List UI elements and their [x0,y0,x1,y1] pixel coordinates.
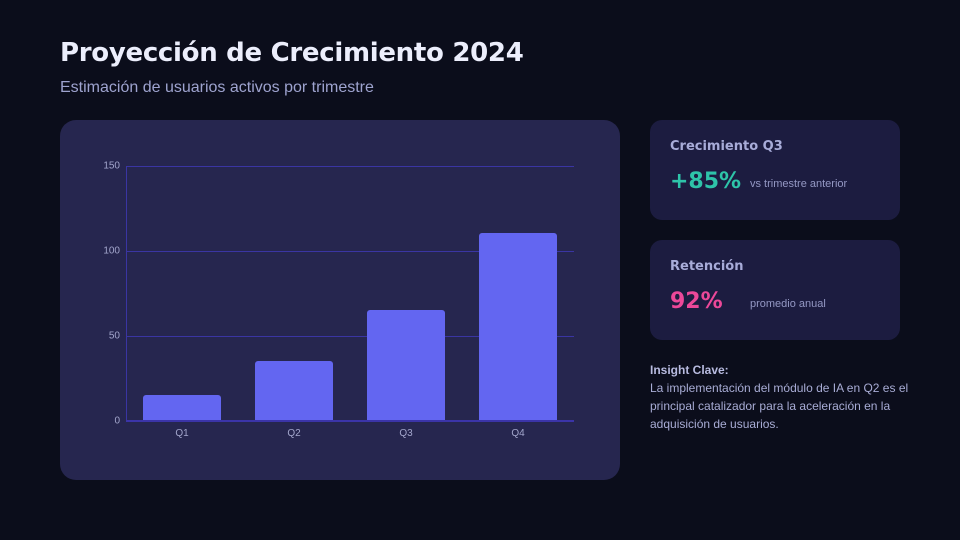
growth-value: +85% [670,169,742,194]
y-tick-label: 0 [114,415,120,427]
x-tick-label: Q3 [399,428,413,439]
bar-chart-card: 150 100 50 0 Q1 Q2 Q3 Q4 [60,120,620,480]
insight-text: La implementación del módulo de IA en Q2… [650,381,909,431]
stat-label: Retención [670,259,744,274]
gridline-150 [126,166,574,167]
stat-note: vs trimestre anterior [750,178,848,190]
x-tick-label: Q2 [287,428,301,439]
x-axis-line [126,420,574,422]
gridline-100 [126,251,574,252]
retention-value: 92% [670,289,723,314]
bar-q1[interactable] [143,394,221,420]
y-tick-label: 100 [103,245,120,257]
stat-note: promedio anual [750,298,826,310]
x-tick-label: Q4 [511,428,525,439]
page-title: Proyección de Crecimiento 2024 [60,38,524,68]
growth-stat-card: Crecimiento Q3 +85% vs trimestre anterio… [650,120,900,220]
bar-q2[interactable] [255,360,333,420]
gridline-50 [126,336,574,337]
stat-label: Crecimiento Q3 [670,139,783,154]
insight-title: Insight Clave: [650,363,729,377]
retention-stat-card: Retención 92% promedio anual [650,240,900,340]
bar-q3[interactable] [367,309,445,420]
y-axis-line [126,166,127,421]
key-insight: Insight Clave: La implementación del mód… [650,361,910,433]
plot-area: 150 100 50 0 Q1 Q2 Q3 Q4 [103,161,574,439]
x-tick-label: Q1 [175,428,189,439]
page-subtitle: Estimación de usuarios activos por trime… [60,79,374,96]
y-tick-label: 50 [108,330,120,342]
bar-q4[interactable] [479,233,557,420]
y-tick-label: 150 [103,160,120,172]
